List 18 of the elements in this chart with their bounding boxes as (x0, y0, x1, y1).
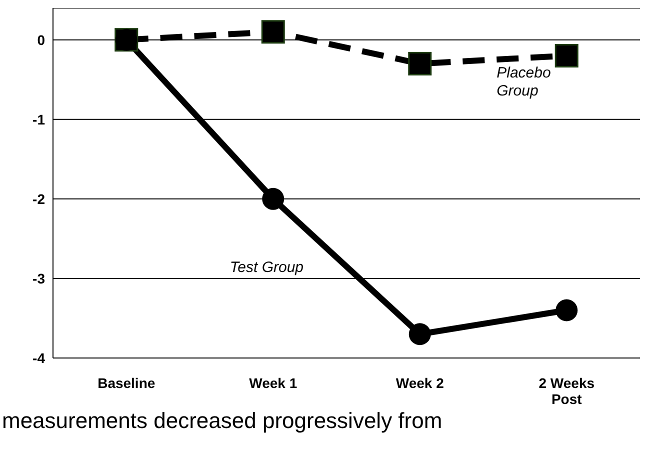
series-label: Placebo Group (496, 64, 551, 100)
point (556, 299, 578, 322)
y-tick-label: 0 (37, 32, 46, 48)
x-tick-label: Week 2 (396, 375, 444, 391)
point (262, 188, 284, 210)
point (261, 20, 285, 44)
x-tick-label: 2 Weeks Post (538, 375, 595, 407)
x-tick-label: Baseline (98, 375, 156, 391)
y-tick-label: -2 (32, 190, 46, 207)
y-tick-label: -3 (32, 270, 46, 286)
x-tick-label: Week 1 (249, 375, 298, 391)
point (408, 52, 432, 76)
y-tick-label: -1 (32, 111, 46, 128)
y-tick-label: -4 (32, 350, 46, 366)
point (554, 44, 578, 68)
text: measurements decreased progressively from (2, 408, 444, 434)
series-label: Test Group (230, 259, 304, 276)
point (408, 323, 431, 346)
